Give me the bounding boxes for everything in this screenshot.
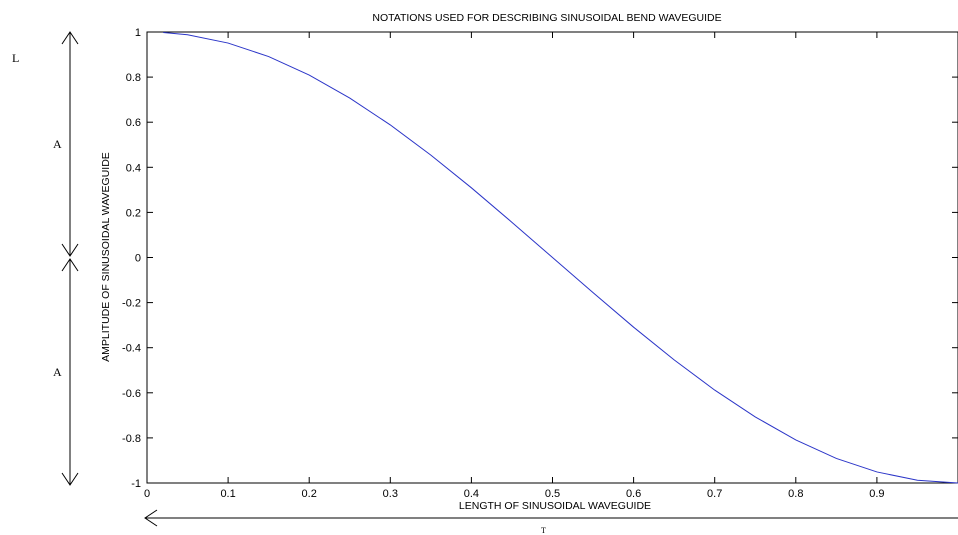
label-T: T — [541, 526, 546, 535]
y-tick-labels: 1 0.8 0.6 0.4 0.2 0 -0.2 -0.4 -0.6 -0.8 -1 — [122, 27, 141, 490]
y-tick-label: 0 — [135, 253, 141, 265]
x-tick-label: 0.9 — [869, 488, 884, 500]
y-tick-label: -1 — [131, 478, 141, 490]
y-tick-label: 0.2 — [126, 207, 141, 219]
y-tick-label: -0.2 — [122, 298, 141, 310]
x-tick-label: 0.8 — [788, 488, 803, 500]
label-L: L — [12, 51, 19, 65]
x-tick-label: 0.6 — [626, 488, 641, 500]
y-tick-label: 0.8 — [126, 72, 141, 84]
x-tick-labels: 0 0.1 0.2 0.3 0.4 0.5 0.6 0.7 0.8 0.9 — [144, 488, 885, 500]
x-tick-label: 0.5 — [545, 488, 560, 500]
y-tick-label: 0.6 — [126, 117, 141, 129]
series-line — [163, 31, 958, 484]
y-axis-label: AMPLITUDE OF SINUSOIDAL WAVEGUIDE — [100, 152, 112, 362]
label-lower-A: A — [53, 365, 62, 379]
x-tick-label: 0.1 — [220, 488, 235, 500]
label-upper-A: A — [53, 137, 62, 151]
chart-title: NOTATIONS USED FOR DESCRIBING SINUSOIDAL… — [372, 12, 721, 24]
x-tick-label: 0.2 — [302, 488, 317, 500]
lower-amplitude-arrow — [61, 258, 79, 486]
x-tick-label: 0.3 — [383, 488, 398, 500]
y-tick-label: 1 — [135, 27, 141, 39]
x-axis-label: LENGTH OF SINUSOIDAL WAVEGUIDE — [459, 500, 651, 512]
y-tick-label: -0.6 — [122, 388, 141, 400]
length-arrow — [144, 509, 958, 527]
axis-ticks — [146, 31, 958, 484]
x-tick-label: 0 — [144, 488, 150, 500]
upper-amplitude-arrow — [61, 31, 79, 257]
y-tick-label: -0.4 — [122, 343, 141, 355]
x-tick-label: 0.4 — [464, 488, 479, 500]
x-tick-label: 0.7 — [707, 488, 722, 500]
y-tick-label: 0.4 — [126, 162, 141, 174]
y-tick-label: -0.8 — [122, 433, 141, 445]
